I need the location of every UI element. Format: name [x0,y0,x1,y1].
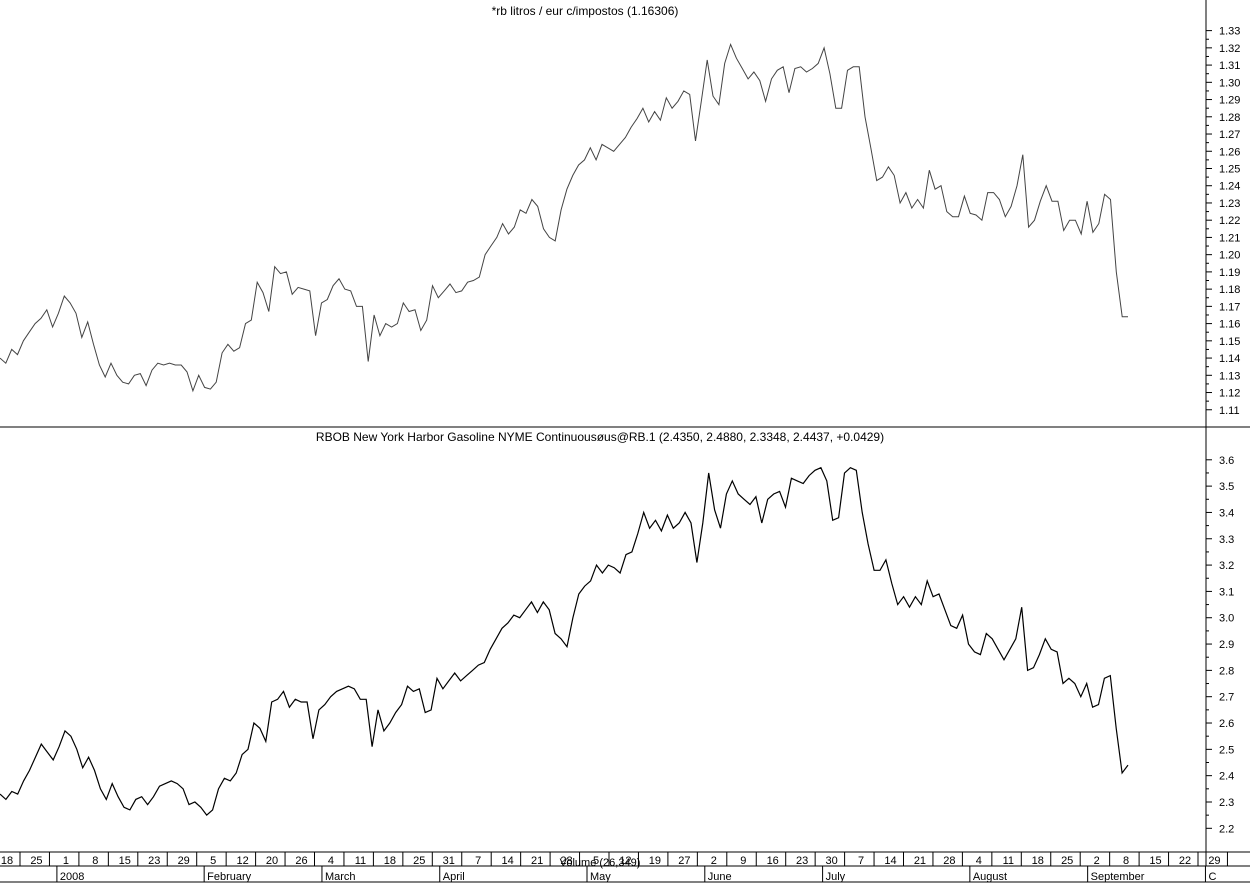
date-tick-label: 8 [92,855,98,867]
y-tick-label: 2.7 [1219,692,1234,704]
y-tick-label: 1.32 [1219,43,1240,55]
y-tick-label: 3.1 [1219,586,1234,598]
date-tick-label: 19 [649,855,661,867]
top-panel-title: *rb litros / eur c/impostos (1.16306) [492,4,679,18]
y-tick-label: 1.28 [1219,112,1240,124]
y-tick-label: 1.22 [1219,215,1240,227]
month-label: June [708,871,732,883]
date-tick-label: 11 [355,855,366,867]
y-tick-label: 1.16 [1219,319,1240,331]
date-tick-label: 25 [413,855,425,867]
y-tick-label: 2.5 [1219,744,1234,756]
date-tick-label: 12 [619,855,631,867]
y-tick-label: 1.30 [1219,77,1240,89]
y-tick-label: 1.11 [1219,405,1240,417]
y-tick-label: 1.31 [1219,60,1240,72]
y-tick-label: 1.13 [1219,370,1240,382]
y-tick-label: 1.14 [1219,353,1240,365]
y-tick-label: 1.24 [1219,181,1240,193]
month-label: March [325,871,356,883]
y-tick-label: 1.27 [1219,129,1240,141]
date-tick-label: 22 [1179,855,1191,867]
date-tick-label: 18 [1032,855,1044,867]
bottom-panel-title: RBOB New York Harbor Gasoline NYME Conti… [316,430,884,444]
y-tick-label: 2.4 [1219,771,1234,783]
month-label: August [973,871,1007,883]
date-tick-label: 20 [266,855,278,867]
y-tick-label: 1.19 [1219,267,1240,279]
y-tick-label: 1.25 [1219,163,1240,175]
date-tick-label: 21 [531,855,543,867]
date-tick-label: 8 [1123,855,1129,867]
y-tick-label: 1.15 [1219,336,1240,348]
date-tick-label: 1 [63,855,69,867]
date-tick-label: 14 [502,855,514,867]
y-tick-label: 2.9 [1219,639,1234,651]
date-tick-label: 5 [593,855,599,867]
date-tick-label: 9 [740,855,746,867]
y-tick-label: 3.4 [1219,507,1234,519]
y-tick-label: 2.2 [1219,823,1234,835]
month-label: May [590,871,611,883]
date-tick-label: 4 [328,855,334,867]
date-tick-label: 11 [1003,855,1014,867]
date-tick-label: 7 [858,855,864,867]
month-label: April [443,871,465,883]
month-label: February [207,871,252,883]
y-tick-label: 3.5 [1219,481,1234,493]
date-tick-label: 14 [884,855,896,867]
bottom-panel-y-axis: 2.2 2.3 2.4 2.5 2.6 2.7 2.8 2.9 3.0 3.1 3.2 3.3 3.4 3… [1206,455,1234,835]
date-tick-label: 7 [475,855,481,867]
date-tick-label: 28 [943,855,955,867]
y-tick-label: 1.18 [1219,284,1240,296]
date-tick-label: 25 [1061,855,1073,867]
y-tick-label: 1.29 [1219,95,1240,107]
y-tick-label: 1.23 [1219,198,1240,210]
date-tick-label: 5 [210,855,216,867]
rb-litros-eur-line [0,42,1128,393]
month-label: 2008 [60,871,84,883]
month-label: C [1208,871,1216,883]
month-label: September [1091,871,1145,883]
date-tick-label: 29 [178,855,190,867]
y-tick-label: 3.3 [1219,534,1234,546]
date-tick-label: 29 [1208,855,1220,867]
date-tick-label: 18 [384,855,396,867]
y-tick-label: 1.12 [1219,388,1240,400]
top-panel-y-axis: 1.11 1.12 1.13 1.14 1.15 1.16 1.17 1.18 1.19 1.20… [1206,26,1240,417]
date-tick-label: 25 [30,855,42,867]
date-tick-label: 28 [560,855,572,867]
month-label: July [826,871,846,883]
y-tick-label: 1.20 [1219,250,1240,262]
date-tick-label: 23 [148,855,160,867]
date-tick-label: 2 [1094,855,1100,867]
y-tick-label: 2.6 [1219,718,1234,730]
y-tick-label: 1.21 [1219,232,1240,244]
date-tick-label: 4 [976,855,982,867]
date-tick-label: 21 [914,855,926,867]
date-tick-label: 15 [119,855,131,867]
date-tick-label: 27 [678,855,690,867]
y-tick-label: 2.8 [1219,665,1234,677]
date-tick-label: 23 [796,855,808,867]
date-tick-label: 30 [825,855,837,867]
y-tick-label: 3.2 [1219,560,1234,572]
y-tick-label: 2.3 [1219,797,1234,809]
y-tick-label: 1.26 [1219,146,1240,158]
date-axis: 18 25 1 8 15 23 29 5 12 20 26 4 11 18 25 31 7 14 21 28 5 12 19… [1,852,1228,883]
y-tick-label: 3.6 [1219,455,1234,467]
date-tick-label: 15 [1149,855,1161,867]
date-tick-label: 2 [711,855,717,867]
y-tick-label: 1.33 [1219,26,1240,38]
date-tick-label: 31 [443,855,455,867]
date-tick-label: 12 [236,855,248,867]
date-tick-label: 16 [767,855,779,867]
y-tick-label: 3.0 [1219,613,1234,625]
rbob-gasoline-line [0,466,1129,816]
date-tick-label: 18 [1,855,13,867]
y-tick-label: 1.17 [1219,301,1240,313]
date-tick-label: 26 [295,855,307,867]
